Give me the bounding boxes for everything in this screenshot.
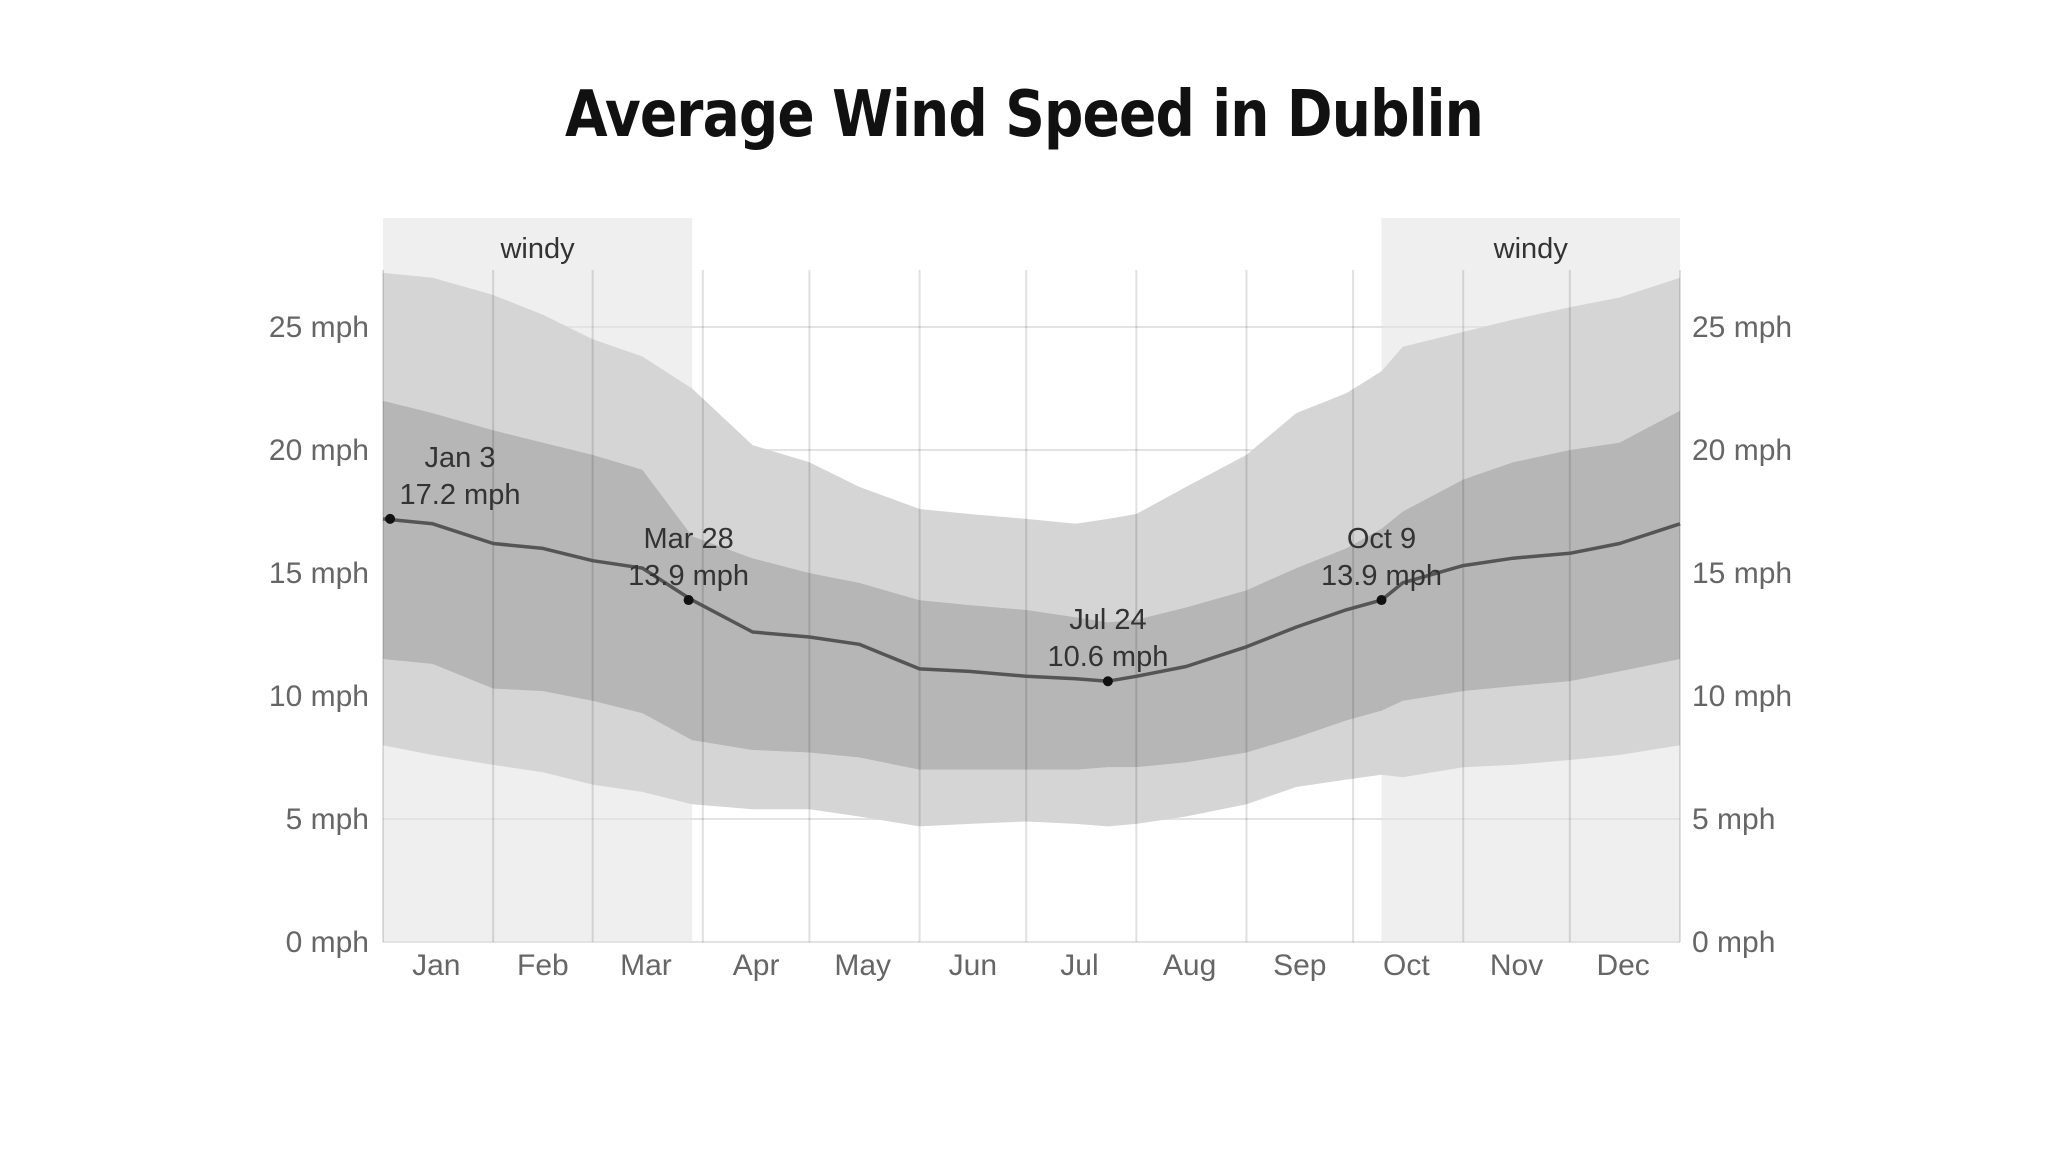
annotation-value: 13.9 mph <box>1321 560 1442 592</box>
x-tick-label-jan: Jan <box>412 949 460 982</box>
y-tick-label-right: 10 mph <box>1692 680 1792 713</box>
x-tick-label-jul: Jul <box>1060 949 1098 982</box>
band-75-90 <box>383 272 1680 623</box>
y-tick-label-left: 25 mph <box>269 311 369 344</box>
axis-label-layer: 0 mph 0 mph 5 mph 5 mph 10 mph 10 mph 15 mph 15… <box>269 311 1792 982</box>
x-tick-label-mar: Mar <box>620 949 672 982</box>
annotation-marker <box>683 595 694 606</box>
y-tick-label-left: 15 mph <box>269 557 369 590</box>
y-tick-label-right: 20 mph <box>1692 434 1792 467</box>
x-tick-label-jun: Jun <box>949 949 997 982</box>
y-tick-label-left: 5 mph <box>286 803 369 836</box>
x-tick-label-may: May <box>834 949 891 982</box>
average-line <box>382 517 1681 683</box>
average-line-layer <box>382 270 1681 942</box>
annotation-date: Oct 9 <box>1347 523 1416 555</box>
annotation-value: 13.9 mph <box>628 560 749 592</box>
annotation-date: Mar 28 <box>643 523 733 555</box>
windy-period-label: windy <box>499 233 575 265</box>
annotation-date: Jul 24 <box>1069 604 1146 636</box>
annotation-marker <box>1376 595 1387 606</box>
annotation-value: 17.2 mph <box>400 479 521 511</box>
annotation-date: Jan 3 <box>425 442 496 474</box>
percentile-band-layer <box>383 272 1680 827</box>
y-tick-label-right: 15 mph <box>1692 557 1792 590</box>
windy-period-label: windy <box>1493 233 1569 265</box>
x-tick-label-nov: Nov <box>1490 949 1543 982</box>
x-tick-label-aug: Aug <box>1163 949 1216 982</box>
annotation-marker <box>385 513 396 524</box>
x-tick-label-apr: Apr <box>733 949 780 982</box>
annotation-layer: Jan 3 17.2 mph Mar 28 13.9 mph Jul 24 10.6 mp… <box>385 442 1442 687</box>
x-tick-label-sep: Sep <box>1273 949 1326 982</box>
x-tick-label-feb: Feb <box>517 949 569 982</box>
y-tick-label-left: 0 mph <box>286 926 369 959</box>
annotation-value: 10.6 mph <box>1047 641 1168 673</box>
y-tick-label-left: 10 mph <box>269 680 369 713</box>
band-25-75 <box>383 400 1680 770</box>
y-tick-label-left: 20 mph <box>269 434 369 467</box>
chart-title: Average Wind Speed in Dublin <box>565 78 1484 152</box>
y-tick-label-right: 5 mph <box>1692 803 1775 836</box>
x-tick-label-dec: Dec <box>1596 949 1649 982</box>
x-tick-label-oct: Oct <box>1383 949 1430 982</box>
y-tick-label-right: 0 mph <box>1692 926 1775 959</box>
y-tick-label-right: 25 mph <box>1692 311 1792 344</box>
band-10-25 <box>383 659 1680 827</box>
annotation-marker <box>1102 676 1113 687</box>
